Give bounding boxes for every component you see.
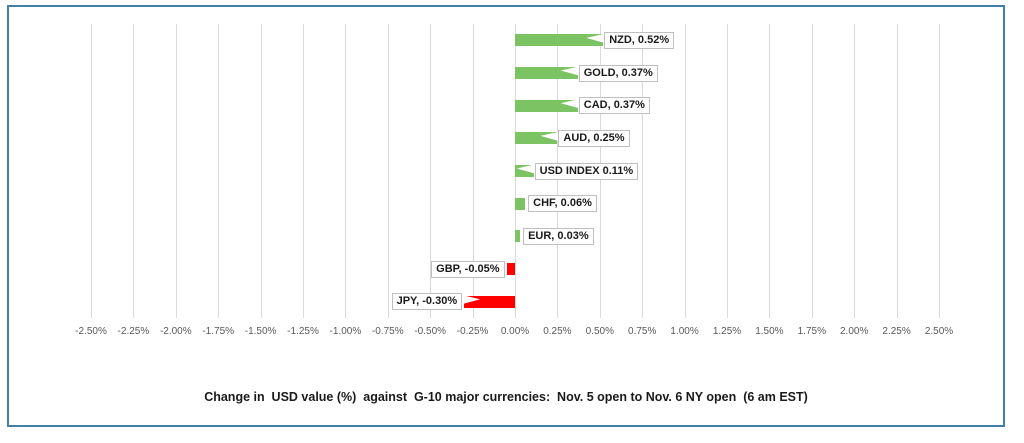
gridline [727, 24, 728, 318]
bar-eur [515, 230, 521, 243]
data-label-jpy: JPY, -0.30% [391, 293, 463, 311]
data-label-aud: AUD, 0.25% [558, 129, 630, 147]
x-tick-label: -2.00% [159, 326, 192, 337]
x-tick-label: 0.75% [628, 326, 657, 337]
gridline [472, 24, 474, 318]
bar-gbp [506, 263, 515, 275]
gridline [345, 24, 347, 318]
data-label-gbp: GBP, -0.05% [431, 260, 505, 278]
gridline [91, 24, 92, 318]
bar-nzd [515, 34, 604, 47]
x-tick-label: -2.25% [117, 326, 150, 337]
data-label-gold: GOLD, 0.37% [578, 64, 658, 82]
chart-frame: NZD, 0.52% GOLD, 0.37% CAD, 0.37% AUD, 0.25… [7, 5, 1005, 427]
gridline [260, 24, 262, 318]
data-label-cad: CAD, 0.37% [578, 97, 650, 115]
callout-pointer-usd-index [516, 164, 535, 174]
bar-cad [515, 99, 578, 112]
x-tick-label: 2.25% [882, 326, 911, 337]
x-tick-label: -1.75% [202, 326, 235, 337]
gridline [811, 24, 813, 318]
x-tick-label: 0.00% [500, 326, 530, 337]
bar-chf [515, 197, 526, 210]
gridline [854, 24, 856, 318]
x-tick-label: 1.25% [712, 326, 742, 337]
x-tick-label: 2.00% [840, 326, 869, 337]
x-tick-label: -0.50% [414, 326, 447, 337]
callout-pointer-jpy [462, 295, 481, 305]
x-tick-label: -1.50% [244, 326, 277, 337]
gridline [387, 24, 389, 318]
gridline [430, 24, 432, 318]
callout-pointer-nzd [586, 33, 605, 43]
x-tick-label: 0.50% [585, 326, 614, 337]
data-label-eur: EUR, 0.03% [523, 227, 594, 245]
x-tick-label: -1.00% [329, 326, 362, 337]
x-tick-label: -0.75% [371, 326, 404, 337]
gridline [133, 24, 135, 318]
x-tick-label: 2.50% [924, 326, 954, 337]
callout-pointer-cad [560, 99, 579, 109]
callout-pointer-gold [560, 66, 579, 76]
data-label-chf: CHF, 0.06% [528, 195, 597, 213]
bar-gold [515, 67, 578, 79]
chart-title: Change in USD value (%) against G-10 maj… [204, 390, 808, 404]
gridline [939, 24, 940, 318]
x-tick-label: 0.25% [543, 326, 572, 337]
gridline [303, 24, 304, 318]
data-label-usd-index: USD INDEX 0.11% [534, 162, 639, 180]
gridline [175, 24, 177, 318]
gridline [642, 24, 644, 318]
x-tick-label: -0.25% [456, 326, 489, 337]
x-tick-label: 1.75% [797, 326, 826, 337]
data-label-nzd: NZD, 0.52% [604, 31, 675, 49]
x-tick-label: 1.00% [670, 326, 699, 337]
callout-pointer-aud [540, 131, 559, 141]
gridline [769, 24, 771, 318]
x-tick-label: -2.50% [75, 326, 107, 337]
gridline [218, 24, 220, 318]
gridline [684, 24, 686, 318]
x-tick-label: 1.50% [755, 326, 784, 337]
gridline [896, 24, 898, 318]
x-tick-label: -1.25% [287, 326, 319, 337]
